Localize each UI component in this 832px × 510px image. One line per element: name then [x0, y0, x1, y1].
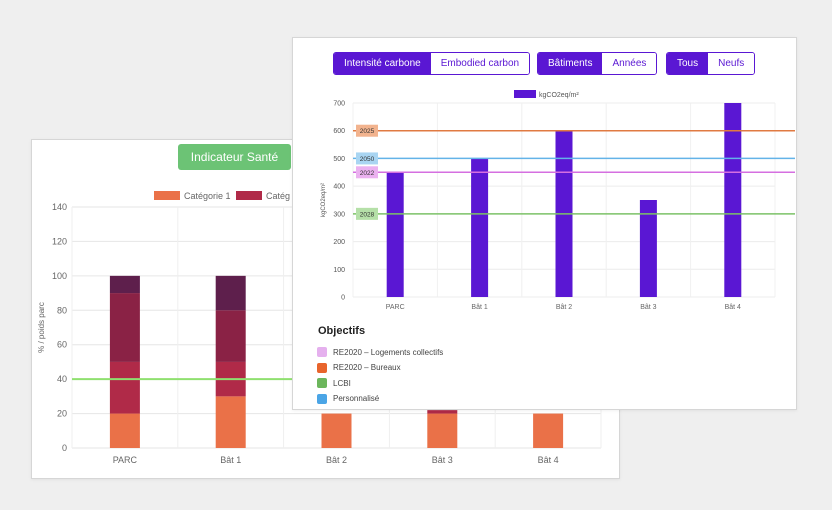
reference-label: 2025: [360, 128, 375, 135]
stacked-bar-segment: [215, 310, 246, 362]
legend-swatch: [514, 90, 536, 98]
y-tick-label: 100: [52, 271, 67, 281]
x-tick-label: PARC: [113, 455, 138, 465]
y-tick-label: 300: [333, 211, 345, 218]
reference-label: 2028: [360, 211, 375, 218]
carbon-intensity-card: Intensité carbone Embodied carbon Bâtime…: [292, 37, 797, 410]
stacked-bar-segment: [215, 275, 246, 311]
stacked-bar-segment: [109, 275, 140, 294]
x-tick-label: Bât 4: [725, 304, 741, 311]
y-tick-label: 700: [333, 101, 345, 108]
stacked-bar-segment: [109, 361, 140, 414]
y-tick-label: 500: [333, 156, 345, 163]
x-tick-label: Bât 3: [432, 455, 453, 465]
legend-label: Catég: [266, 191, 290, 201]
objectif-item[interactable]: RE2020 – Bureaux: [317, 362, 401, 373]
carbon-bar: [471, 158, 489, 297]
x-tick-label: Bât 4: [538, 455, 559, 465]
x-tick-label: Bât 2: [326, 455, 347, 465]
stacked-bar-segment: [427, 413, 458, 448]
x-tick-label: Bât 2: [556, 304, 572, 311]
y-tick-label: 200: [333, 239, 345, 246]
legend-label: kgCO2eq/m²: [539, 92, 579, 99]
reference-label-bg: [356, 124, 378, 137]
stacked-bar-segment: [109, 413, 140, 448]
objectif-swatch: [317, 378, 327, 388]
stacked-bar-segment: [321, 413, 352, 448]
x-tick-label: Bât 1: [471, 304, 487, 311]
y-axis-label: kgCO2eq/m²: [321, 183, 327, 217]
x-tick-label: Bât 3: [640, 304, 656, 311]
x-tick-label: PARC: [386, 304, 405, 311]
stacked-bar-segment: [215, 396, 246, 448]
stacked-bar-segment: [427, 410, 458, 414]
grouping-toggle: Bâtiments Années: [537, 52, 658, 75]
objectif-label: Personnalisé: [333, 394, 380, 403]
objectif-swatch: [317, 393, 327, 404]
legend-label: Catégorie 1: [184, 191, 231, 201]
y-axis-label: % / poids parc: [37, 302, 46, 353]
y-tick-label: 400: [333, 184, 345, 191]
y-tick-label: 80: [57, 305, 67, 315]
reference-label-bg: [356, 166, 378, 179]
toggle-annees[interactable]: Années: [602, 53, 657, 74]
reference-label: 2050: [360, 156, 375, 163]
toggle-tous[interactable]: Tous: [667, 53, 709, 74]
carbon-bar: [639, 200, 657, 297]
carbon-bar: [724, 103, 742, 297]
y-tick-label: 0: [62, 443, 67, 453]
y-tick-label: 20: [57, 409, 67, 419]
objectif-swatch: [317, 362, 327, 373]
reference-label-bg: [356, 207, 378, 220]
toggle-neufs[interactable]: Neufs: [708, 53, 755, 74]
objectif-label: RE2020 – Logements collectifs: [333, 347, 444, 357]
y-tick-label: 100: [333, 267, 345, 274]
objectif-item[interactable]: Personnalisé: [317, 393, 380, 404]
y-tick-label: 600: [333, 128, 345, 135]
objectif-item[interactable]: RE2020 – Logements collectifs: [317, 347, 443, 357]
metric-toggle: Intensité carbone Embodied carbon: [333, 52, 531, 75]
toggle-intensite-carbone[interactable]: Intensité carbone: [334, 53, 431, 74]
indicator-sante-button[interactable]: Indicateur Santé: [178, 144, 291, 170]
legend-swatch: [236, 191, 262, 200]
y-tick-label: 0: [341, 295, 345, 302]
y-tick-label: 120: [52, 236, 67, 246]
objectif-item[interactable]: LCBI: [317, 378, 351, 388]
reference-label: 2022: [360, 170, 375, 177]
toggle-embodied-carbon[interactable]: Embodied carbon: [430, 53, 530, 74]
y-tick-label: 140: [52, 202, 67, 212]
objectif-swatch: [317, 347, 327, 357]
x-tick-label: Bât 1: [220, 455, 241, 465]
toggle-batiments[interactable]: Bâtiments: [538, 53, 603, 74]
y-tick-label: 40: [57, 374, 67, 384]
objectif-label: RE2020 – Bureaux: [333, 363, 401, 372]
carbon-bar: [386, 172, 404, 297]
reference-label-bg: [356, 152, 378, 165]
stacked-bar-segment: [533, 413, 564, 448]
filter-toggle: Tous Neufs: [666, 52, 756, 75]
legend-swatch: [154, 191, 180, 200]
y-tick-label: 60: [57, 340, 67, 350]
objectifs-title: Objectifs: [318, 325, 366, 337]
objectif-label: LCBI: [333, 378, 351, 388]
stacked-bar-segment: [109, 293, 140, 362]
carbon-bar: [555, 130, 573, 297]
